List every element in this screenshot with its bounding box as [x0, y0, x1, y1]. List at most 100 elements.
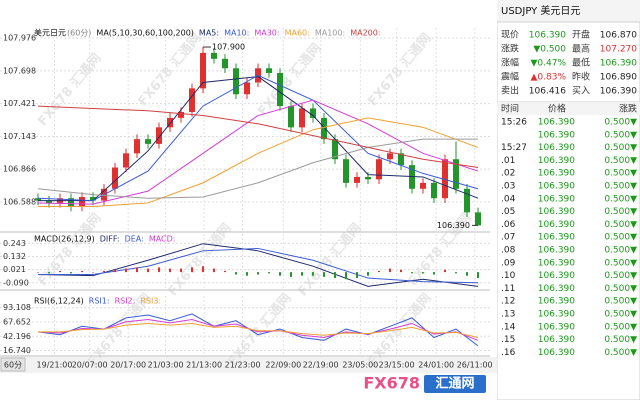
- candle-body: [354, 176, 360, 183]
- trade-time: .11: [501, 284, 515, 294]
- annotation-label: 107.900: [212, 43, 245, 52]
- candle-body: [35, 198, 41, 201]
- trade-change: 0.500▼: [604, 233, 637, 243]
- candle-body: [178, 111, 184, 118]
- candle-body: [222, 58, 228, 69]
- candle-body: [442, 159, 448, 199]
- macd-bar: [301, 272, 303, 276]
- candle-body: [332, 139, 338, 160]
- x-tick-label: 20/17:00: [110, 361, 146, 370]
- time-axis-bar: [0, 357, 497, 373]
- x-tick-label: 23/15:00: [379, 361, 415, 370]
- macd-bar: [345, 272, 347, 280]
- quote-label: 震幅: [501, 71, 519, 83]
- macd-bar: [455, 272, 457, 274]
- candle-body: [211, 52, 217, 59]
- trade-price: 106.390: [538, 348, 575, 358]
- quote-panel-background: [497, 0, 640, 400]
- trade-price: 106.390: [538, 233, 575, 243]
- y-tick-label: 93.108: [3, 303, 31, 312]
- y-tick-label: 42.196: [3, 332, 31, 341]
- trades-column-header: 涨跌: [619, 104, 637, 115]
- x-tick-label: 20/07:00: [72, 361, 108, 370]
- panel-header: DIFF:: [100, 235, 120, 244]
- trade-time: .16: [501, 348, 516, 358]
- panel-header: RSI2:: [115, 297, 136, 306]
- macd-bar: [290, 272, 292, 277]
- trades-column-header: 价格: [548, 103, 566, 115]
- indicator-line: [38, 247, 479, 284]
- trade-time: .06: [501, 220, 516, 230]
- macd-bar: [389, 268, 391, 273]
- x-tick-label: 21/03:00: [148, 361, 184, 370]
- period-button-label[interactable]: 60分: [4, 361, 22, 370]
- macd-bar: [411, 272, 413, 274]
- quote-label: 最低: [572, 57, 590, 69]
- macd-bar: [103, 270, 105, 273]
- candle-body: [79, 197, 85, 207]
- trade-change: 0.500▼: [604, 156, 637, 166]
- trade-time: .15: [501, 335, 515, 345]
- quote-label: 涨幅: [501, 57, 519, 69]
- trade-price: 106.390: [538, 322, 575, 332]
- trade-price: 106.390: [538, 156, 575, 166]
- candle-body: [266, 68, 272, 74]
- trade-change: 0.500▼: [604, 284, 637, 294]
- macd-bar: [114, 269, 116, 273]
- panel-header: MA200:: [350, 29, 380, 38]
- trade-price: 106.390: [538, 310, 575, 320]
- period-button[interactable]: [0, 357, 26, 372]
- quote-label: 买入: [572, 86, 590, 97]
- macd-bar: [400, 269, 402, 273]
- candle-body: [189, 88, 195, 112]
- trade-price: 106.390: [538, 143, 575, 153]
- trade-price: 106.390: [538, 271, 575, 281]
- trade-time: .07: [501, 233, 515, 243]
- quote-value: ▲0.83%: [530, 73, 566, 83]
- trade-time: .03: [501, 182, 515, 192]
- macd-bar: [268, 272, 270, 274]
- y-tick-label: 0.021: [3, 265, 26, 274]
- macd-bar: [323, 272, 325, 277]
- trade-price: 106.390: [538, 169, 575, 179]
- candle-body: [46, 200, 52, 203]
- panel-header: MA(5,10,30,60,100,200): [96, 29, 194, 38]
- panel-header: MA30:: [254, 29, 279, 38]
- candle-body: [376, 159, 382, 180]
- y-tick-label: 106.866: [3, 165, 36, 174]
- candle-body: [233, 68, 239, 95]
- macd-bar: [378, 270, 380, 273]
- candle-body: [365, 176, 371, 180]
- trade-change: 0.500▼: [604, 182, 637, 192]
- panel-header: MACD(26,12,9): [34, 235, 95, 244]
- candle-body: [123, 153, 129, 168]
- trade-change: 0.500▼: [604, 143, 637, 153]
- candle-body: [167, 117, 173, 128]
- trade-price: 106.390: [538, 207, 575, 217]
- y-tick-label: 0.132: [3, 252, 26, 261]
- x-tick-label: 21/13:00: [186, 361, 222, 370]
- quote-value: 106.390: [529, 31, 566, 41]
- candle-body: [156, 127, 162, 144]
- indicator-line: [37, 319, 479, 341]
- trade-change: 0.500▼: [604, 310, 637, 320]
- quote-value: 106.390: [600, 87, 637, 97]
- trade-price: 106.390: [538, 284, 575, 294]
- trade-time: .05: [501, 207, 515, 217]
- trade-time: .10: [501, 271, 516, 281]
- chart-area: 60分 FX678 汇通网 FX678 汇通网 FX678 汇通网 FX678 汇通网…: [0, 27, 497, 393]
- annotation-label: 106.390: [437, 221, 470, 230]
- trade-time: .14: [501, 322, 516, 332]
- trade-time: .04: [501, 194, 516, 204]
- macd-bar: [48, 272, 50, 274]
- macd-bar: [334, 272, 336, 279]
- y-tick-label: 0.243: [3, 239, 26, 248]
- trade-price: 106.390: [538, 118, 575, 128]
- indicator-line: [37, 99, 479, 205]
- quote-value: ▼0.47%: [530, 59, 566, 69]
- indicator-line: [38, 117, 479, 207]
- candle-body: [453, 159, 459, 189]
- candle-body: [68, 198, 74, 207]
- macd-bar: [191, 267, 193, 273]
- indicator-line: [37, 105, 479, 168]
